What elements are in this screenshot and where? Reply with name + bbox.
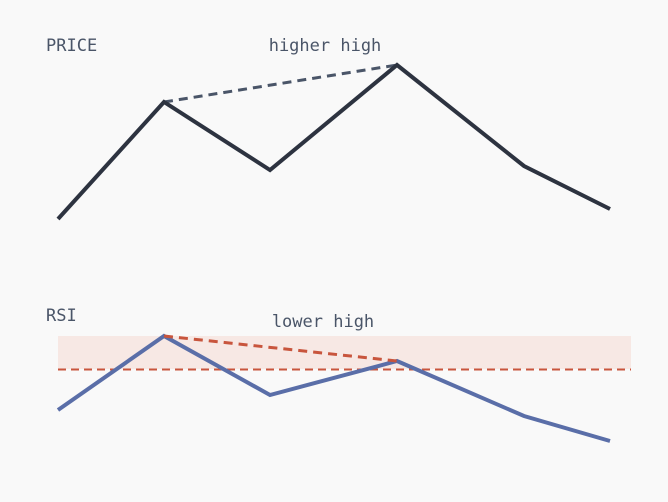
panel-label: PRICE xyxy=(46,36,97,56)
price-line xyxy=(56,62,611,221)
annotation: lower high xyxy=(272,312,374,332)
rsi-line xyxy=(56,333,611,443)
annotation: higher high xyxy=(269,36,382,56)
panel-label: RSI xyxy=(46,306,77,326)
trend-line xyxy=(163,334,398,363)
overbought-zone xyxy=(58,336,631,369)
trend-line xyxy=(163,63,398,104)
